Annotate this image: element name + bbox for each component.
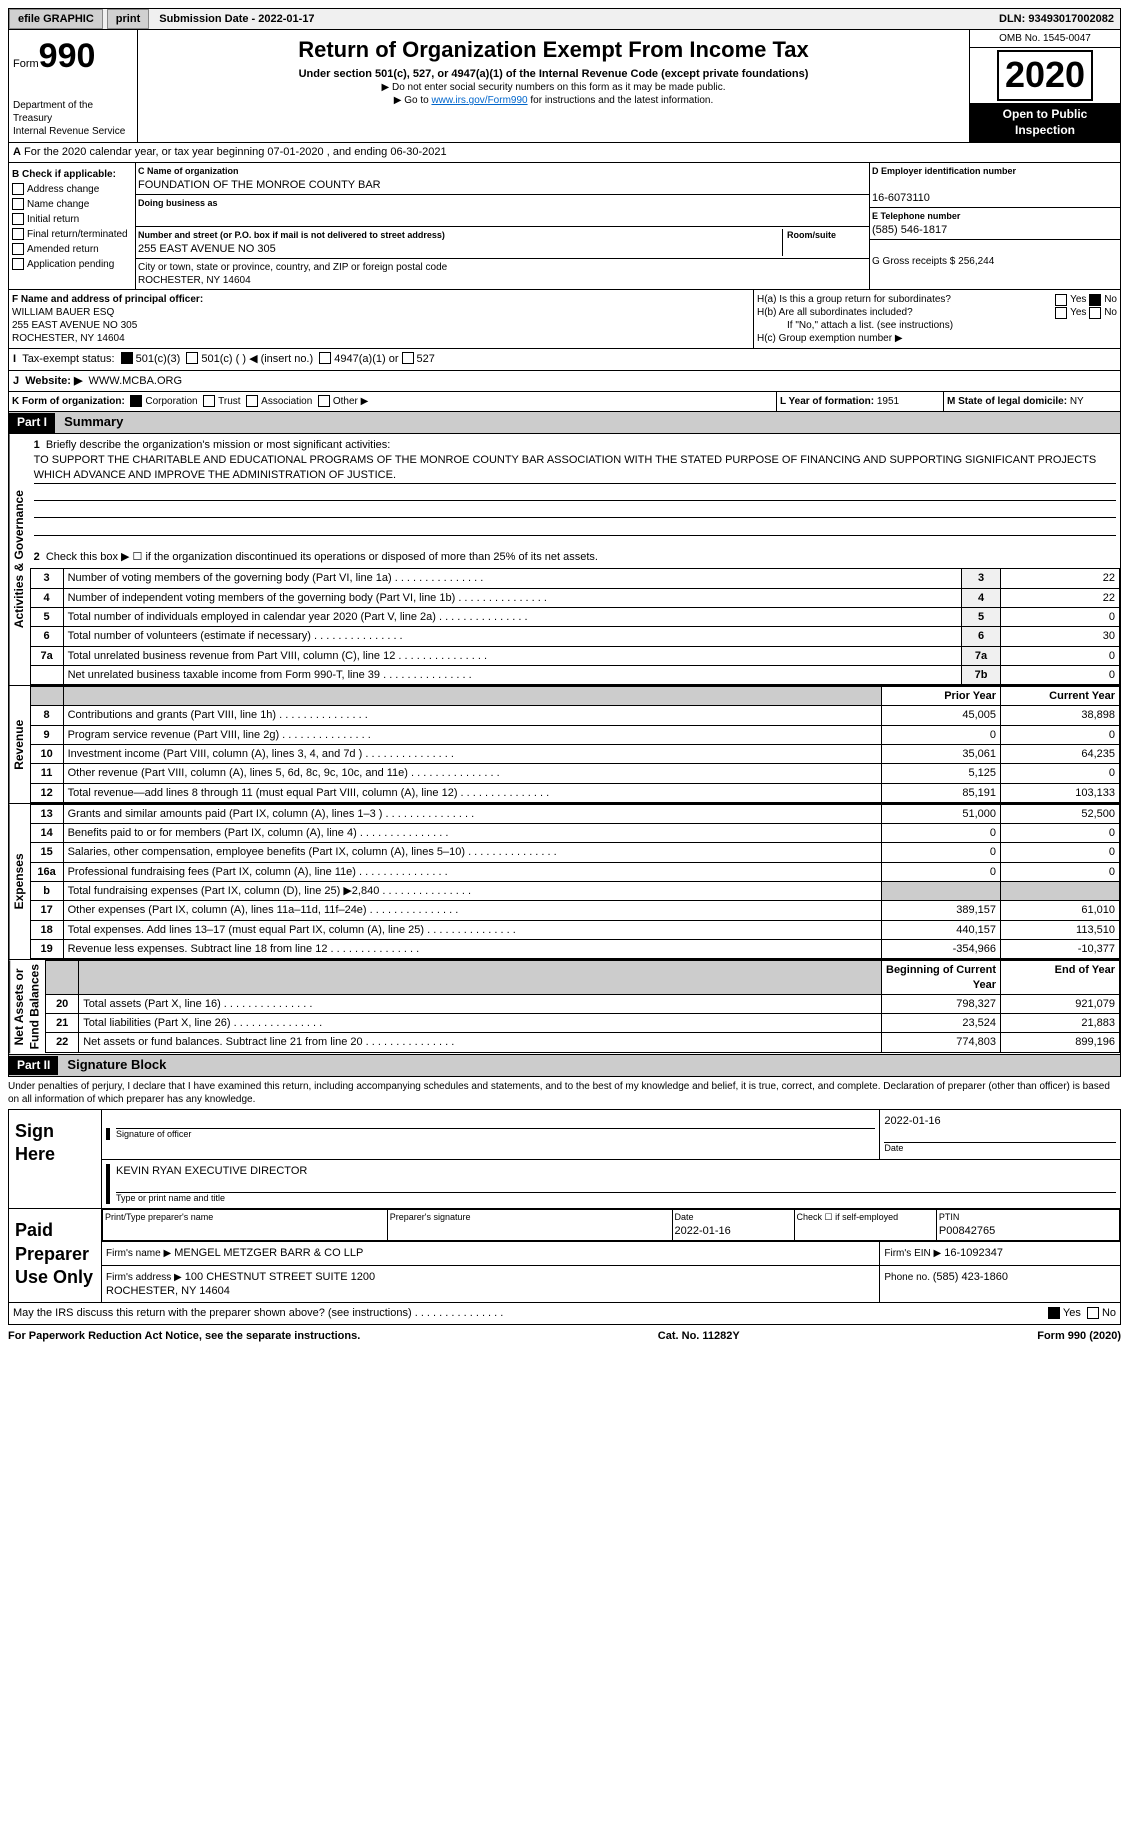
section-klm: K Form of organization: Corporation Trus…: [8, 392, 1121, 412]
part1-header: Part I Summary: [8, 412, 1121, 434]
signature-block: Sign Here Signature of officer 2022-01-1…: [8, 1109, 1121, 1304]
omb-number: OMB No. 1545-0047: [970, 30, 1120, 48]
phone-value: (585) 546-1817: [872, 224, 947, 236]
paid-preparer-label: Paid Preparer Use Only: [9, 1209, 102, 1303]
form-subtitle: Under section 501(c), 527, or 4947(a)(1)…: [142, 67, 965, 81]
part1-exp: Expenses 13Grants and similar amounts pa…: [8, 804, 1121, 960]
print-button[interactable]: print: [107, 9, 149, 29]
section-i: I Tax-exempt status: 501(c)(3) 501(c) ( …: [8, 349, 1121, 370]
part1-net: Net Assets or Fund Balances Beginning of…: [8, 960, 1121, 1054]
section-deg: D Employer identification number 16-60731…: [870, 163, 1120, 290]
submission-date-label: Submission Date - 2022-01-17: [153, 10, 320, 28]
note-ssn: ▶ Do not enter social security numbers o…: [142, 81, 965, 94]
phone-label: E Telephone number: [872, 211, 960, 221]
declaration: Under penalties of perjury, I declare th…: [8, 1077, 1121, 1109]
section-c: C Name of organizationFOUNDATION OF THE …: [136, 163, 870, 290]
part1-gov: Activities & Governance 1 Briefly descri…: [8, 434, 1121, 686]
section-a: A For the 2020 calendar year, or tax yea…: [8, 143, 1121, 162]
section-f: F Name and address of principal officer:…: [9, 290, 754, 348]
ein-value: 16-6073110: [872, 192, 930, 204]
form-number: Form990: [13, 34, 133, 78]
part2-header: Part II Signature Block: [8, 1055, 1121, 1077]
section-h: H(a) Is this a group return for subordin…: [754, 290, 1120, 348]
dln: DLN: 93493017002082: [993, 10, 1120, 28]
note-link: ▶ Go to www.irs.gov/Form990 for instruct…: [142, 94, 965, 107]
page-footer: For Paperwork Reduction Act Notice, see …: [8, 1325, 1121, 1347]
section-j: J Website: ▶ WWW.MCBA.ORG: [8, 371, 1121, 392]
ein-label: D Employer identification number: [872, 166, 1016, 176]
form-title: Return of Organization Exempt From Incom…: [142, 36, 965, 65]
section-b: B Check if applicable: Address change Na…: [9, 163, 136, 290]
mission-text: TO SUPPORT THE CHARITABLE AND EDUCATIONA…: [34, 452, 1116, 484]
department: Department of the Treasury Internal Reve…: [13, 99, 133, 138]
irs-link[interactable]: www.irs.gov/Form990: [431, 95, 527, 106]
topbar: efile GRAPHIC print Submission Date - 20…: [8, 8, 1121, 30]
discuss-row: May the IRS discuss this return with the…: [8, 1303, 1121, 1324]
tax-year: 2020: [997, 50, 1093, 101]
form-header: Form990 Department of the Treasury Inter…: [8, 30, 1121, 143]
efile-label: efile GRAPHIC: [9, 9, 103, 29]
part1-rev: Revenue Prior YearCurrent Year 8Contribu…: [8, 686, 1121, 804]
sign-here-label: Sign Here: [9, 1109, 102, 1209]
open-to-public: Open to Public Inspection: [970, 103, 1120, 142]
